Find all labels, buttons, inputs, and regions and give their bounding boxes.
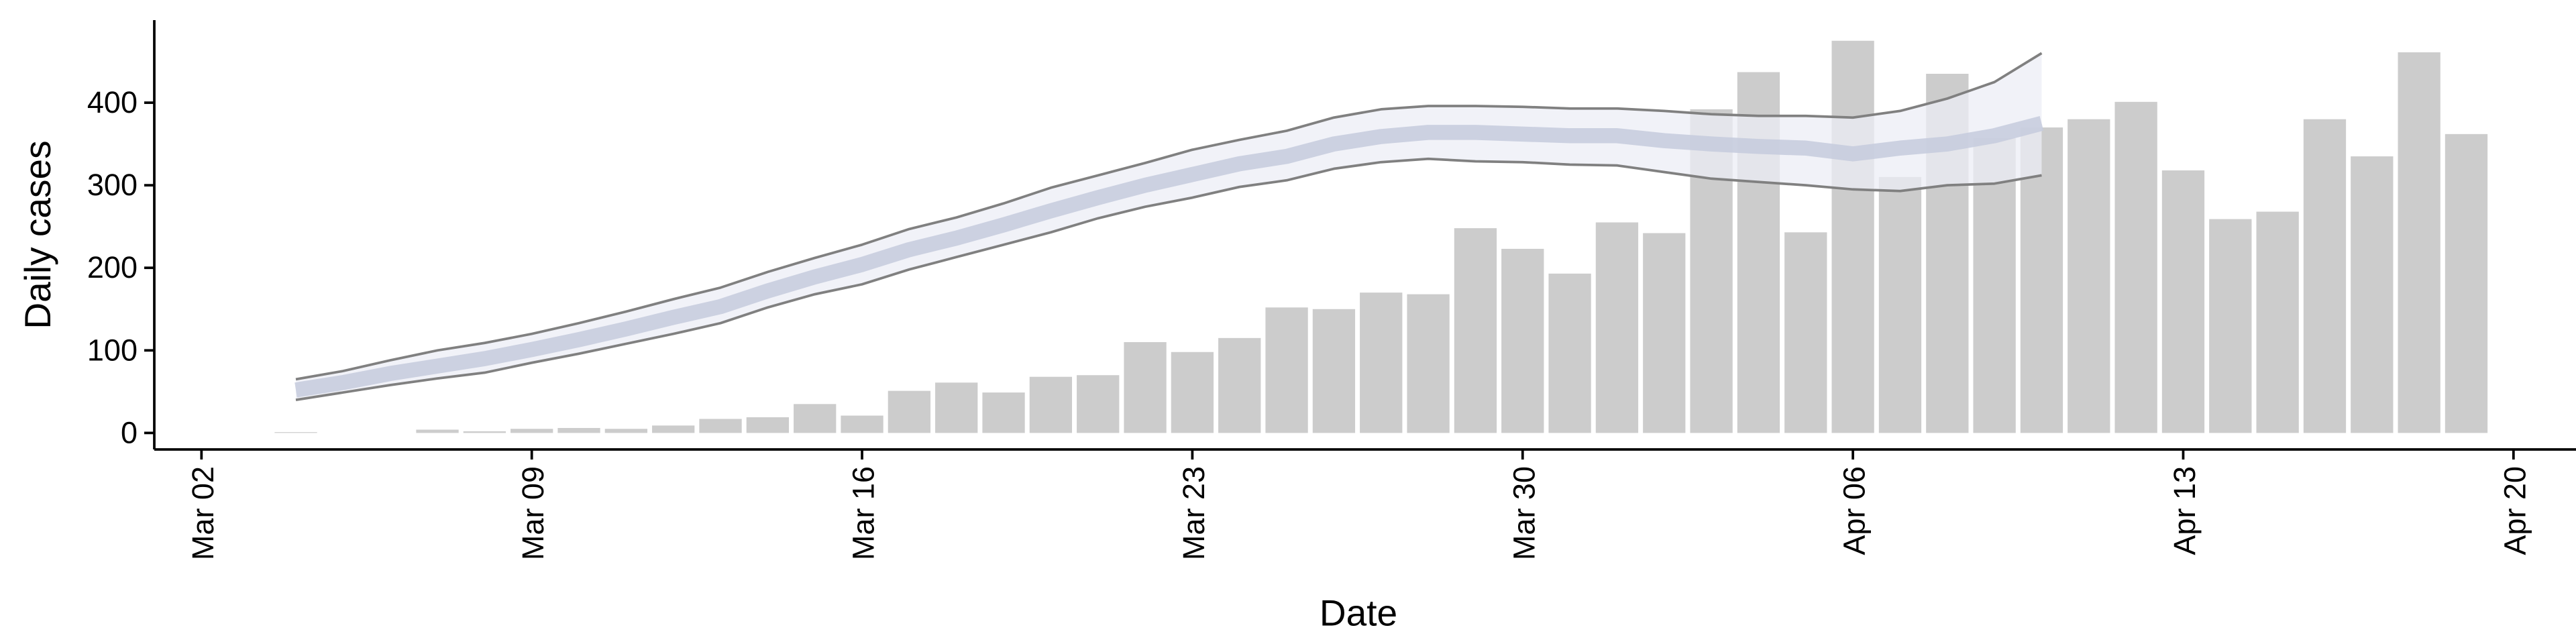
bar [746, 417, 790, 433]
bar [982, 392, 1025, 433]
bar [1029, 376, 1073, 433]
bar [888, 390, 931, 433]
bar [1077, 375, 1120, 433]
y-tick-label: 300 [87, 168, 138, 202]
bar [1784, 232, 1827, 433]
bar [1595, 222, 1639, 433]
bar [935, 382, 978, 433]
bar [794, 404, 837, 433]
bar [1831, 40, 1874, 433]
bar [1878, 176, 1922, 433]
bar [2303, 119, 2347, 433]
interval-line [295, 52, 2043, 381]
bar [416, 429, 459, 433]
bar [2209, 219, 2252, 433]
bar [1360, 292, 1403, 433]
bar [1312, 309, 1356, 433]
y-axis-label: Daily cases [17, 140, 58, 329]
bar [604, 429, 648, 433]
bar [652, 425, 695, 433]
x-tick-label: Mar 23 [1177, 466, 1211, 560]
bar [1407, 294, 1450, 433]
bar [274, 432, 317, 433]
bar [841, 415, 883, 433]
bar [2161, 170, 2205, 433]
bar [699, 419, 742, 433]
x-tick-label: Mar 09 [516, 466, 550, 560]
bar [2068, 119, 2110, 433]
x-tick-label: Apr 13 [2167, 466, 2202, 555]
median-line [294, 115, 2044, 398]
bar [2351, 156, 2394, 433]
bar [2445, 133, 2488, 433]
bar [1218, 337, 1261, 433]
bar [511, 429, 553, 433]
bar [1501, 248, 1544, 433]
bar [1973, 138, 2016, 433]
bar [1643, 233, 1686, 433]
bar [1124, 342, 1167, 433]
bar [1265, 307, 1308, 433]
y-tick-label: 200 [87, 250, 138, 284]
bar [2256, 211, 2299, 433]
x-tick-label: Mar 30 [1507, 466, 1541, 560]
bar [2398, 52, 2440, 433]
bar [557, 428, 600, 433]
x-tick-label: Mar 16 [847, 466, 881, 560]
bar [1171, 352, 1214, 433]
bar [463, 431, 506, 433]
x-tick-label: Apr 20 [2498, 466, 2532, 555]
x-axis-label: Date [1320, 592, 1397, 634]
y-tick-label: 400 [87, 85, 138, 119]
x-tick-label: Mar 02 [186, 466, 220, 560]
interval-line [295, 157, 2042, 402]
bar [2114, 101, 2157, 433]
x-tick-label: Apr 06 [1837, 466, 1872, 555]
y-tick-label: 0 [121, 415, 138, 449]
bar [1454, 228, 1497, 433]
y-tick-label: 100 [87, 333, 138, 367]
bar [1548, 273, 1591, 433]
